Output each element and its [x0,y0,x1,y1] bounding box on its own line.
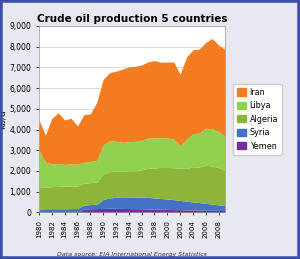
Text: Data source: EIA International Energy Statistics: Data source: EIA International Energy St… [57,253,207,257]
Legend: Iran, Libya, Algeria, Syria, Yemen: Iran, Libya, Algeria, Syria, Yemen [233,84,282,155]
Y-axis label: kb/d: kb/d [0,109,7,129]
Title: Crude oil production 5 countries: Crude oil production 5 countries [37,14,227,24]
